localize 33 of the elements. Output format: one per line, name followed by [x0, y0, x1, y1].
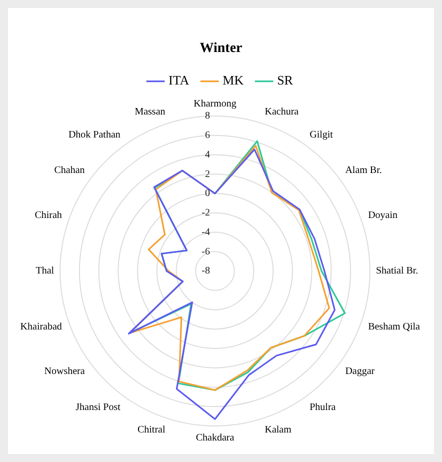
legend-label: MK — [222, 72, 244, 88]
spoke-label: Kalam — [264, 424, 292, 436]
spoke-label: Khairabad — [20, 321, 62, 332]
legend-label: SR — [277, 72, 294, 88]
spoke-label: Phulra — [310, 402, 336, 413]
spoke-label: Chakdara — [196, 432, 235, 444]
spoke-label: Thal — [36, 266, 54, 277]
spoke-label: Shatial Br. — [376, 266, 418, 277]
spoke-label: Massan — [134, 106, 166, 118]
y-tick-label: 4 — [205, 149, 210, 160]
spoke-label: Chirah — [34, 210, 62, 221]
spoke-label: Kharmong — [194, 98, 236, 110]
y-tick-label: -6 — [202, 246, 210, 258]
spoke-label: Besham Qila — [368, 321, 421, 332]
spoke-label: Chitral — [137, 424, 166, 436]
chart-title: Winter — [200, 41, 242, 56]
spoke-label: Gilgit — [310, 129, 334, 140]
y-tick-label: 6 — [205, 130, 210, 142]
spoke-label: Jhansi Post — [76, 402, 121, 413]
legend-label: ITA — [168, 72, 190, 88]
y-tick-label: 0 — [205, 188, 210, 200]
spoke-label: Kachura — [264, 106, 300, 118]
y-tick-label: 8 — [205, 110, 210, 122]
spoke-label: Nowshera — [44, 366, 86, 378]
y-tick-label: 2 — [205, 168, 210, 180]
spoke-label: Daggar — [345, 366, 376, 378]
y-tick-label: -4 — [202, 226, 210, 238]
y-tick-label: -8 — [202, 266, 210, 277]
spoke-label: Dhok Pathan — [68, 129, 120, 140]
spoke-label: Alam Br. — [345, 165, 382, 176]
y-tick-label: -2 — [202, 208, 210, 219]
spoke-label: Doyain — [368, 210, 398, 221]
spoke-label: Chahan — [54, 165, 85, 176]
